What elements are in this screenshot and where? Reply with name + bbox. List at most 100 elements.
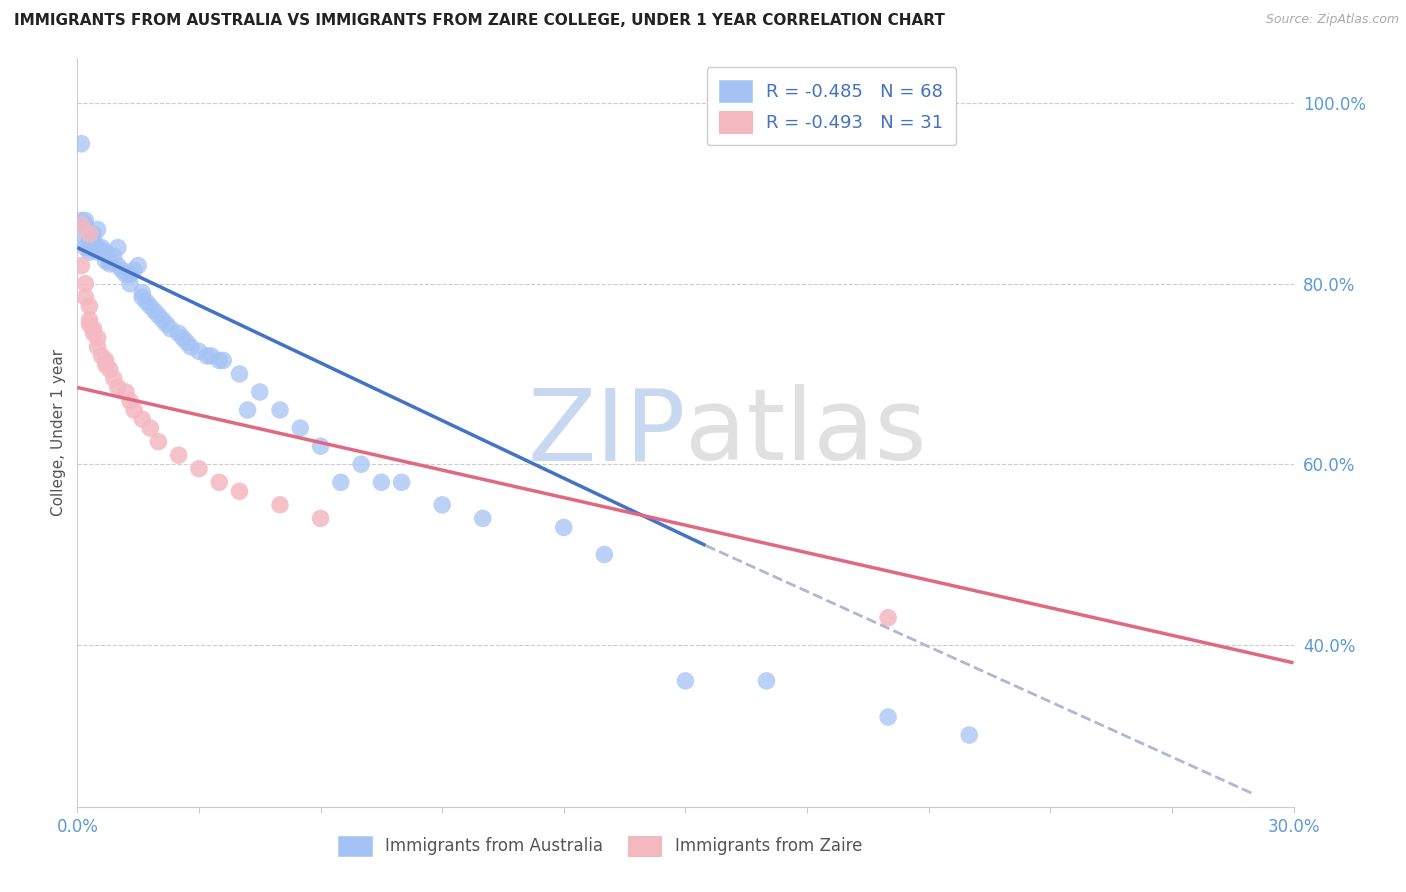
Point <box>593 548 616 562</box>
Point <box>877 610 900 624</box>
Point <box>75 277 97 291</box>
Point <box>79 227 101 241</box>
Point <box>75 231 97 245</box>
Point <box>86 331 108 345</box>
Point <box>75 218 97 232</box>
Point <box>176 335 198 350</box>
Point <box>83 326 105 341</box>
Point <box>269 498 291 512</box>
Point <box>228 367 250 381</box>
Point <box>167 448 190 462</box>
Point <box>94 254 117 268</box>
Point <box>98 254 121 268</box>
Point <box>269 403 291 417</box>
Point <box>159 322 181 336</box>
Point <box>208 353 231 368</box>
Point <box>70 136 93 151</box>
Point <box>236 403 259 417</box>
Point <box>877 710 900 724</box>
Point <box>135 294 157 309</box>
Point <box>111 263 134 277</box>
Point <box>94 245 117 260</box>
Point <box>118 394 141 409</box>
Point <box>98 362 121 376</box>
Point <box>115 384 138 399</box>
Y-axis label: College, Under 1 year: College, Under 1 year <box>51 349 66 516</box>
Point <box>139 421 162 435</box>
Point <box>167 326 190 341</box>
Point <box>79 318 101 332</box>
Point <box>957 728 980 742</box>
Point <box>553 520 575 534</box>
Point <box>309 511 332 525</box>
Point <box>122 263 145 277</box>
Point <box>83 322 105 336</box>
Point <box>391 475 413 490</box>
Point <box>75 290 97 304</box>
Point <box>115 268 138 282</box>
Point <box>79 299 101 313</box>
Point <box>188 344 211 359</box>
Point <box>94 353 117 368</box>
Point <box>90 245 112 260</box>
Point <box>139 299 162 313</box>
Point <box>152 312 174 326</box>
Legend: Immigrants from Australia, Immigrants from Zaire: Immigrants from Australia, Immigrants fr… <box>332 829 869 863</box>
Point <box>148 308 170 322</box>
Point <box>755 673 778 688</box>
Point <box>103 371 125 385</box>
Point <box>98 257 121 271</box>
Point <box>180 340 202 354</box>
Point <box>249 384 271 399</box>
Point <box>86 241 108 255</box>
Point <box>290 421 312 435</box>
Point <box>70 218 93 232</box>
Point <box>103 250 125 264</box>
Point <box>86 222 108 236</box>
Point <box>212 353 235 368</box>
Point <box>350 457 373 471</box>
Text: ZIP: ZIP <box>527 384 686 481</box>
Point <box>83 227 105 241</box>
Point <box>127 259 149 273</box>
Text: IMMIGRANTS FROM AUSTRALIA VS IMMIGRANTS FROM ZAIRE COLLEGE, UNDER 1 YEAR CORRELA: IMMIGRANTS FROM AUSTRALIA VS IMMIGRANTS … <box>14 13 945 29</box>
Point <box>471 511 494 525</box>
Point <box>90 241 112 255</box>
Point <box>208 475 231 490</box>
Point <box>107 380 129 394</box>
Point <box>432 498 454 512</box>
Point <box>143 303 166 318</box>
Point <box>118 268 141 282</box>
Point <box>172 331 194 345</box>
Point <box>329 475 352 490</box>
Point <box>131 290 153 304</box>
Point <box>195 349 218 363</box>
Point <box>131 412 153 426</box>
Point <box>79 245 101 260</box>
Point <box>70 218 93 232</box>
Text: atlas: atlas <box>686 384 927 481</box>
Point <box>86 245 108 260</box>
Text: Source: ZipAtlas.com: Source: ZipAtlas.com <box>1265 13 1399 27</box>
Point <box>107 241 129 255</box>
Point <box>122 403 145 417</box>
Point <box>107 259 129 273</box>
Point <box>309 439 332 453</box>
Point <box>228 484 250 499</box>
Point <box>79 231 101 245</box>
Point <box>675 673 697 688</box>
Point <box>370 475 392 490</box>
Point <box>155 318 177 332</box>
Point <box>75 241 97 255</box>
Point <box>90 349 112 363</box>
Point <box>94 358 117 372</box>
Point <box>188 461 211 475</box>
Point <box>79 241 101 255</box>
Point <box>79 312 101 326</box>
Point <box>118 277 141 291</box>
Point <box>70 213 93 227</box>
Point <box>131 285 153 300</box>
Point <box>70 259 93 273</box>
Point <box>83 241 105 255</box>
Point <box>86 340 108 354</box>
